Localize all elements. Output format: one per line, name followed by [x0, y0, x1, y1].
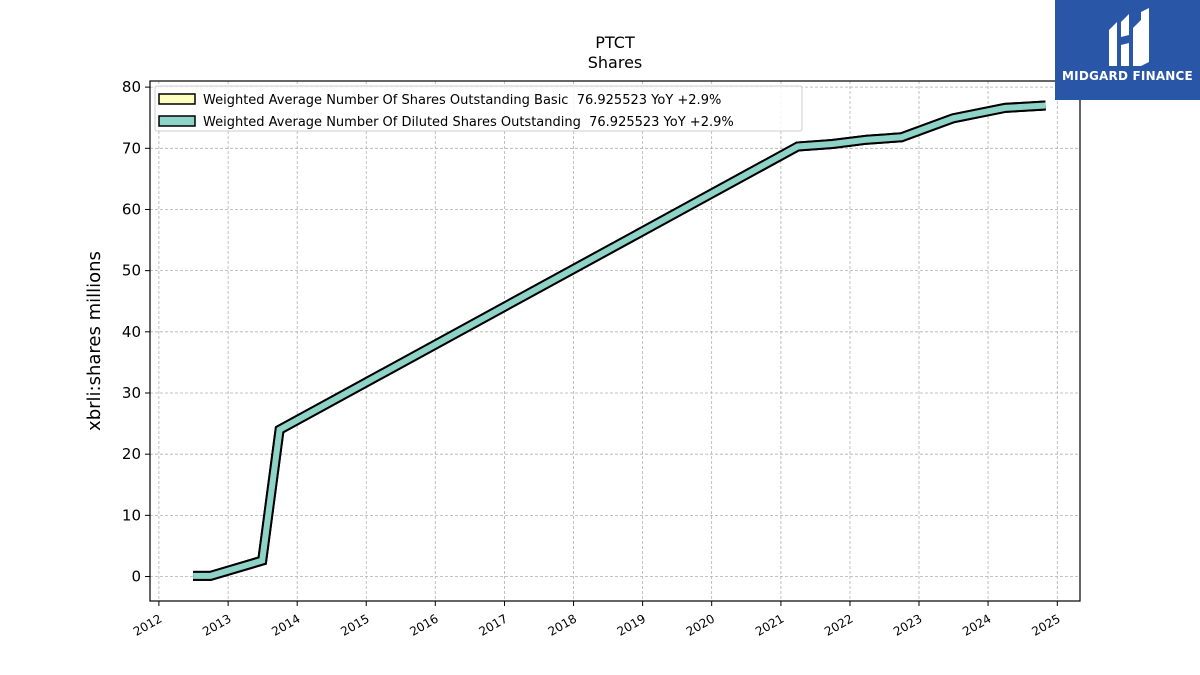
chart-title: PTCT	[595, 33, 635, 52]
x-tick-label: 2014	[269, 611, 302, 638]
x-tick-label: 2023	[891, 611, 924, 638]
legend-label-basic: Weighted Average Number Of Shares Outsta…	[203, 93, 721, 108]
legend: Weighted Average Number Of Shares Outsta…	[154, 85, 803, 132]
y-tick-label: 60	[122, 200, 141, 218]
series-outline	[193, 100, 1046, 581]
y-tick-label: 50	[122, 262, 141, 280]
y-tick-label: 30	[122, 384, 141, 402]
series-basic	[193, 100, 1046, 581]
x-tick-label: 2025	[1029, 611, 1062, 638]
chart-subtitle: Shares	[588, 53, 643, 72]
x-axis: 2012 2013 2014 2015 2016 2017 2018 2019 2020 2021…	[131, 601, 1063, 639]
brand-name: MIDGARD FINANCE	[1062, 69, 1193, 83]
x-tick-label: 2016	[407, 611, 440, 638]
legend-swatch-basic	[158, 93, 196, 105]
x-tick-label: 2019	[615, 611, 648, 638]
series-outline	[193, 100, 1046, 581]
legend-swatch-diluted	[158, 115, 196, 127]
x-tick-label: 2021	[753, 611, 786, 638]
y-tick-label: 70	[122, 139, 141, 157]
series-layer	[193, 100, 1046, 581]
plot-frame	[149, 80, 1081, 602]
series-line	[193, 102, 1046, 579]
series-diluted	[193, 100, 1046, 581]
x-tick-label: 2012	[131, 611, 164, 638]
x-tick-label: 2024	[960, 611, 993, 638]
y-tick-label: 80	[122, 78, 141, 96]
y-axis-label: xbrli:shares millions	[84, 251, 105, 431]
midgard-logo-icon	[1109, 8, 1149, 66]
x-tick-label: 2017	[477, 611, 510, 638]
y-tick-label: 10	[122, 506, 141, 524]
x-tick-label: 2015	[338, 611, 371, 638]
y-axis: 0 10 20 30 40 50 60 70 80	[122, 78, 150, 586]
legend-label-diluted: Weighted Average Number Of Diluted Share…	[203, 115, 734, 130]
brand-logo: MIDGARD FINANCE	[1055, 0, 1200, 100]
y-tick-label: 40	[122, 323, 141, 341]
y-tick-label: 20	[122, 445, 141, 463]
y-tick-label: 0	[131, 568, 141, 586]
series-line	[193, 102, 1046, 579]
legend-box	[154, 85, 803, 132]
x-tick-label: 2018	[546, 611, 579, 638]
grid	[150, 81, 1080, 601]
x-tick-label: 2022	[822, 611, 855, 638]
x-tick-label: 2013	[200, 611, 233, 638]
x-tick-label: 2020	[684, 611, 717, 638]
